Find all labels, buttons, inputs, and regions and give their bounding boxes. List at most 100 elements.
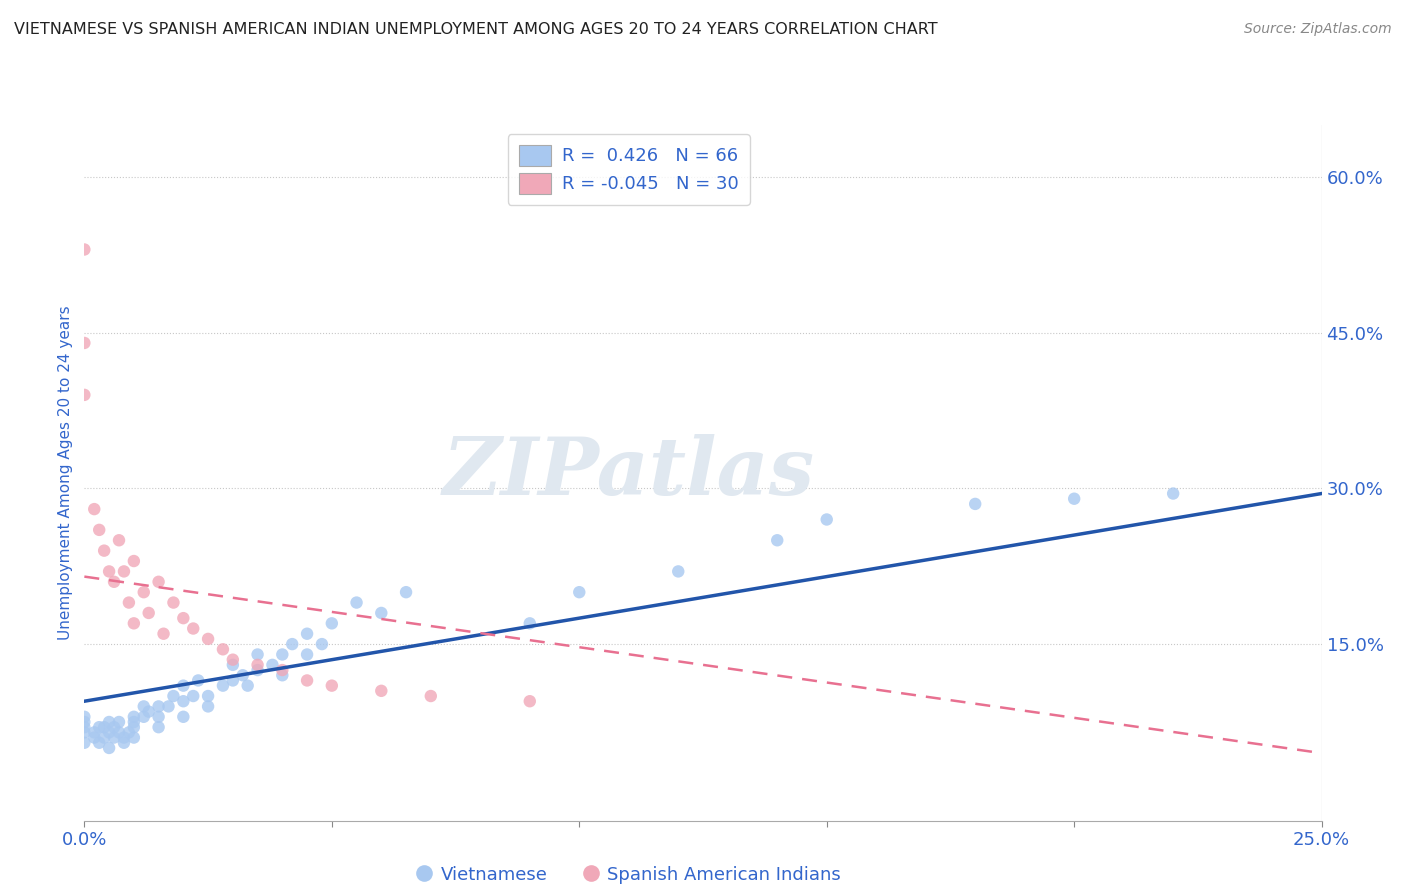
Point [271, 648, 294, 662]
Point [187, 673, 209, 688]
Point [222, 673, 245, 688]
Legend: Vietnamese, Spanish American Indians: Vietnamese, Spanish American Indians [409, 858, 848, 892]
Point [103, 720, 125, 734]
Point [321, 616, 343, 631]
Point [73, 335, 96, 350]
Point [395, 585, 418, 599]
Y-axis label: Unemployment Among Ages 20 to 24 years: Unemployment Among Ages 20 to 24 years [58, 305, 73, 640]
Point [112, 736, 135, 750]
Point [419, 689, 441, 703]
Point [519, 616, 541, 631]
Point [222, 657, 245, 672]
Point [172, 679, 194, 693]
Point [148, 720, 170, 734]
Point [98, 565, 121, 579]
Point [246, 648, 269, 662]
Point [148, 574, 170, 589]
Point [212, 642, 235, 657]
Point [73, 736, 96, 750]
Text: Source: ZipAtlas.com: Source: ZipAtlas.com [1244, 22, 1392, 37]
Point [157, 699, 180, 714]
Point [83, 502, 105, 516]
Point [262, 657, 284, 672]
Point [98, 714, 121, 729]
Point [148, 699, 170, 714]
Point [162, 596, 184, 610]
Point [148, 710, 170, 724]
Point [108, 725, 131, 739]
Text: VIETNAMESE VS SPANISH AMERICAN INDIAN UNEMPLOYMENT AMONG AGES 20 TO 24 YEARS COR: VIETNAMESE VS SPANISH AMERICAN INDIAN UN… [14, 22, 938, 37]
Point [122, 720, 145, 734]
Point [132, 699, 155, 714]
Point [122, 714, 145, 729]
Text: ZIPatlas: ZIPatlas [443, 434, 815, 511]
Point [232, 668, 254, 682]
Point [132, 585, 155, 599]
Point [89, 720, 111, 734]
Point [766, 533, 789, 548]
Point [138, 606, 160, 620]
Point [965, 497, 987, 511]
Point [321, 679, 343, 693]
Point [89, 736, 111, 750]
Point [98, 741, 121, 756]
Point [93, 720, 115, 734]
Point [197, 632, 219, 646]
Point [246, 663, 269, 677]
Point [295, 673, 318, 688]
Point [83, 725, 105, 739]
Point [172, 710, 194, 724]
Point [519, 694, 541, 708]
Point [666, 565, 689, 579]
Point [370, 683, 392, 698]
Point [236, 679, 259, 693]
Point [122, 710, 145, 724]
Point [568, 585, 591, 599]
Point [122, 554, 145, 568]
Point [246, 657, 269, 672]
Point [112, 731, 135, 745]
Point [122, 616, 145, 631]
Point [73, 720, 96, 734]
Point [197, 699, 219, 714]
Point [212, 679, 235, 693]
Point [132, 710, 155, 724]
Point [815, 512, 838, 526]
Point [98, 725, 121, 739]
Point [108, 533, 131, 548]
Point [172, 611, 194, 625]
Point [1063, 491, 1085, 506]
Point [108, 714, 131, 729]
Point [118, 596, 141, 610]
Point [112, 565, 135, 579]
Point [73, 243, 96, 257]
Point [73, 714, 96, 729]
Point [271, 668, 294, 682]
Point [222, 653, 245, 667]
Point [181, 689, 204, 703]
Point [172, 694, 194, 708]
Point [83, 731, 105, 745]
Point [73, 388, 96, 402]
Point [73, 710, 96, 724]
Point [118, 725, 141, 739]
Point [103, 574, 125, 589]
Point [152, 626, 174, 640]
Point [89, 523, 111, 537]
Point [295, 648, 318, 662]
Point [73, 725, 96, 739]
Point [197, 689, 219, 703]
Point [281, 637, 304, 651]
Point [295, 626, 318, 640]
Point [93, 731, 115, 745]
Point [181, 622, 204, 636]
Point [138, 705, 160, 719]
Point [1161, 486, 1184, 500]
Point [370, 606, 392, 620]
Point [162, 689, 184, 703]
Point [311, 637, 333, 651]
Point [93, 543, 115, 558]
Point [271, 663, 294, 677]
Point [346, 596, 368, 610]
Point [122, 731, 145, 745]
